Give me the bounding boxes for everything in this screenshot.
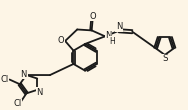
- Text: Cl: Cl: [0, 75, 9, 84]
- Text: N: N: [116, 22, 123, 31]
- Text: N: N: [20, 70, 27, 79]
- Text: S: S: [162, 54, 168, 63]
- Text: N: N: [36, 88, 43, 97]
- Text: H: H: [109, 37, 115, 46]
- Text: O: O: [58, 36, 64, 45]
- Text: Cl: Cl: [13, 99, 21, 108]
- Text: N: N: [105, 31, 111, 40]
- Text: O: O: [89, 12, 96, 21]
